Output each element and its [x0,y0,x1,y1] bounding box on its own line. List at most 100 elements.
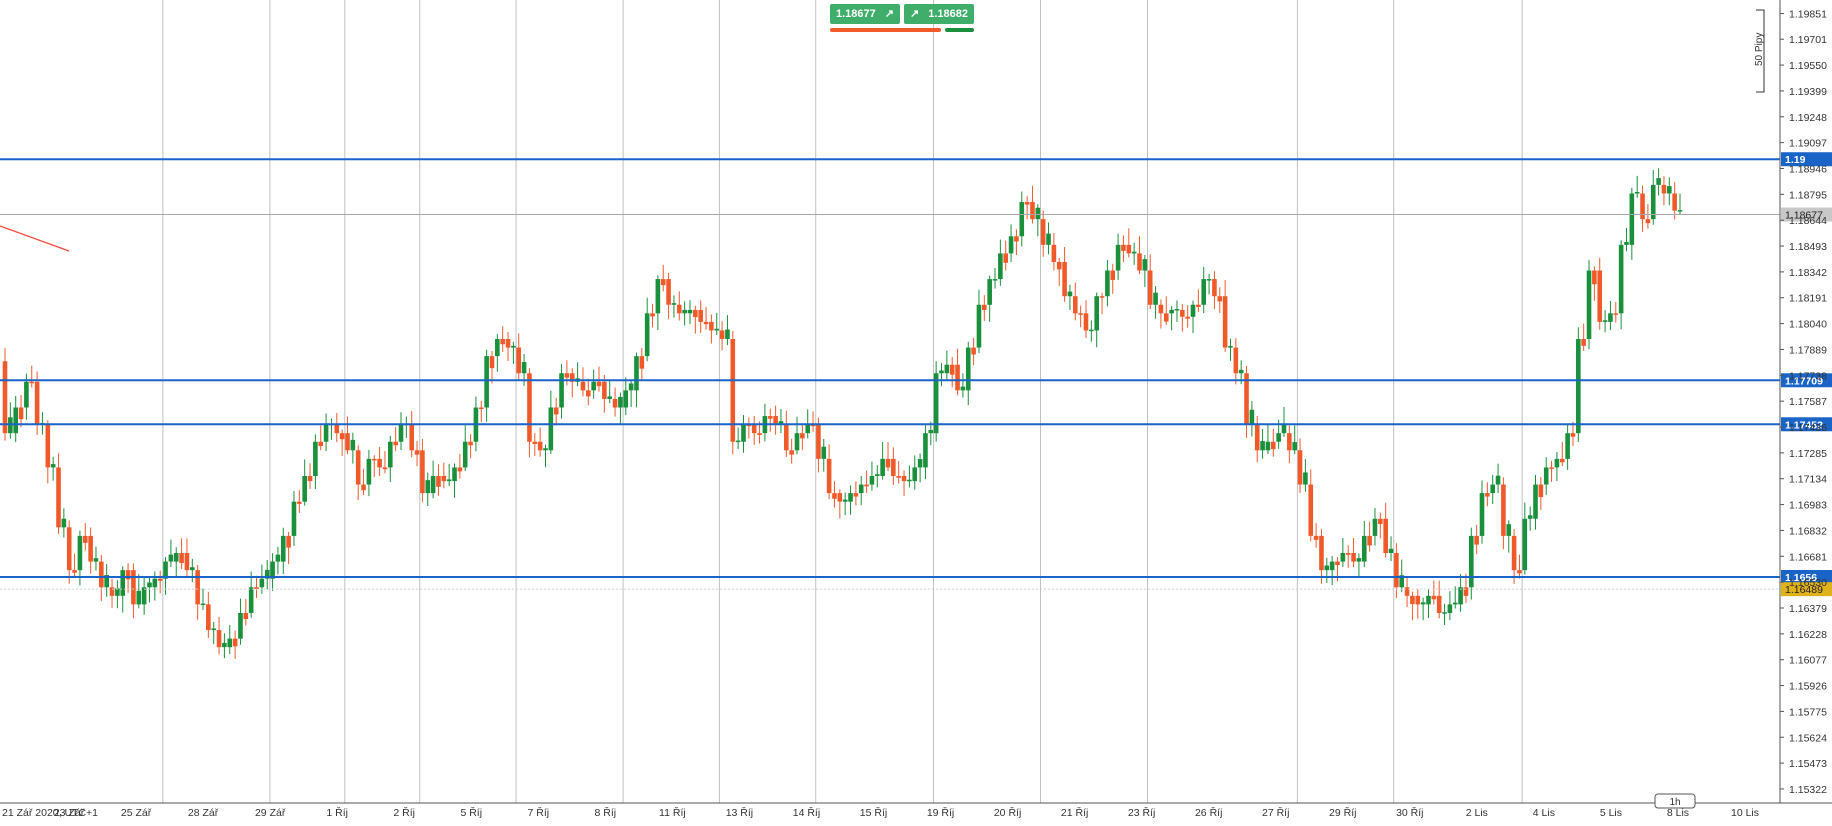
level-price-label: 1.19 [1785,154,1806,166]
bear-candle-body [1244,373,1249,425]
level-price-label: 1.17452 [1785,419,1823,431]
price-tick-label: 1.19248 [1789,112,1827,124]
bull-candle-body [794,433,800,451]
price-tick-label: 1.17738 [1789,370,1827,382]
buy-quote-button[interactable]: ↗ 1.18682 [904,4,974,24]
bull-candle-body [275,554,281,562]
bull-candle-body [1089,329,1094,332]
bear-candle-body [896,475,901,478]
bear-candle-body [420,450,425,494]
horizontal-levels[interactable]: 1.19 1.17709 1.17452 1.1656 1.18677 1.16489 [0,152,1832,597]
bull-candle-body [671,303,677,305]
time-tick-label: 8 Říj [595,806,617,819]
bull-candle-body [591,381,596,391]
bull-candle-body [280,535,286,562]
level-price-tag [1781,373,1832,388]
bull-candle-body [168,554,174,562]
bull-candle-body [1329,561,1335,571]
bear-candle-body [666,279,671,305]
bear-candle-body [206,604,211,631]
bull-candle-body [77,535,83,571]
bear-candle-body [1254,424,1260,451]
bull-candle-body [1142,259,1148,271]
bear-candle-body [693,309,698,318]
bull-candle-body [1105,270,1110,297]
bear-candle-body [1410,595,1415,605]
price-tick-label: 1.19550 [1789,60,1827,72]
time-tick-label: 1 Říj [326,806,348,819]
bull-candle-body [687,309,693,314]
bear-candle-body [409,424,415,451]
bid-price-label: 1.16489 [1785,584,1823,596]
price-axis[interactable]: 1.19851 1.19701 1.19550 1.19399 1.19248 1.190… [1779,0,1827,803]
bear-candle-body [527,373,532,442]
bull-candle-body [939,370,944,374]
bear-candle-body [564,373,570,378]
bull-candle-body [1228,345,1233,348]
bear-candle-body [864,484,869,487]
bull-candle-body [1554,458,1560,468]
bear-candle-body [1672,193,1677,211]
time-tick-label: 5 Říj [460,806,482,819]
time-axis[interactable]: 21 Zář 2020, UTC+123 Zář 25 Zář 28 Zář 29 Z… [0,802,1832,819]
bull-candle-body [874,474,880,476]
bull-candle-body [1206,279,1212,281]
bear-candle-body [157,578,163,581]
bear-candle-body [832,493,837,499]
current-price-tag [1781,207,1832,222]
trend-line-drawing[interactable] [0,225,70,252]
bull-candle-body [644,313,650,357]
bull-candle-body [1094,296,1099,331]
bull-candle-body [521,362,527,374]
bull-candle-body [430,475,436,494]
bull-candle-body [291,501,297,536]
sell-quote-button[interactable]: 1.18677 ↗ [830,4,900,24]
bull-candle-body [1303,472,1308,485]
bull-candle-body [960,386,966,391]
bear-candle-body [537,441,543,451]
bull-candle-body [1565,433,1570,459]
time-tick-label: 27 Říj [1262,806,1289,819]
bull-candle-body [398,424,404,442]
bull-candle-body [1361,535,1367,562]
bull-candle-body [446,479,452,482]
bear-candle-body [1319,535,1324,571]
bull-candle-body [1420,602,1426,605]
bear-candle-body [553,407,559,415]
price-tick-label: 1.18040 [1789,319,1827,331]
price-tick-label: 1.19701 [1789,34,1827,46]
timeframe-tag[interactable]: 1h [1654,793,1696,809]
bull-candle-body [190,567,195,571]
bull-candle-body [61,518,67,528]
bear-candle-body [34,381,40,425]
bull-candle-body [1399,575,1405,588]
bull-candle-body [607,396,613,399]
bull-candle-body [1249,409,1255,425]
bear-candle-body [1570,433,1576,437]
bull-candle-body [120,570,126,596]
bull-candle-body [917,459,923,468]
bear-candle-body [698,309,703,322]
bear-candle-body [1217,296,1223,302]
bear-candle-body [596,381,602,387]
bear-candle-body [1592,270,1597,285]
bear-candle-body [56,467,61,528]
bull-candle-body [805,424,811,434]
price-tick-label: 1.15322 [1789,784,1827,796]
price-tick-label: 1.16530 [1789,577,1827,589]
bear-candle-body [1222,296,1228,348]
bear-candle-body [602,381,607,399]
bull-candle-body [163,561,168,579]
bull-candle-body [1629,193,1635,245]
bear-candle-body [382,467,388,470]
bull-candle-body [1586,270,1592,340]
bull-candle-body [634,356,639,391]
bull-candle-body [495,339,500,357]
price-tick-label: 1.15926 [1789,681,1827,693]
bear-candle-body [1099,296,1105,298]
bull-candle-body [259,578,265,588]
bear-candle-body [1661,184,1667,194]
bear-candle-body [676,304,682,314]
